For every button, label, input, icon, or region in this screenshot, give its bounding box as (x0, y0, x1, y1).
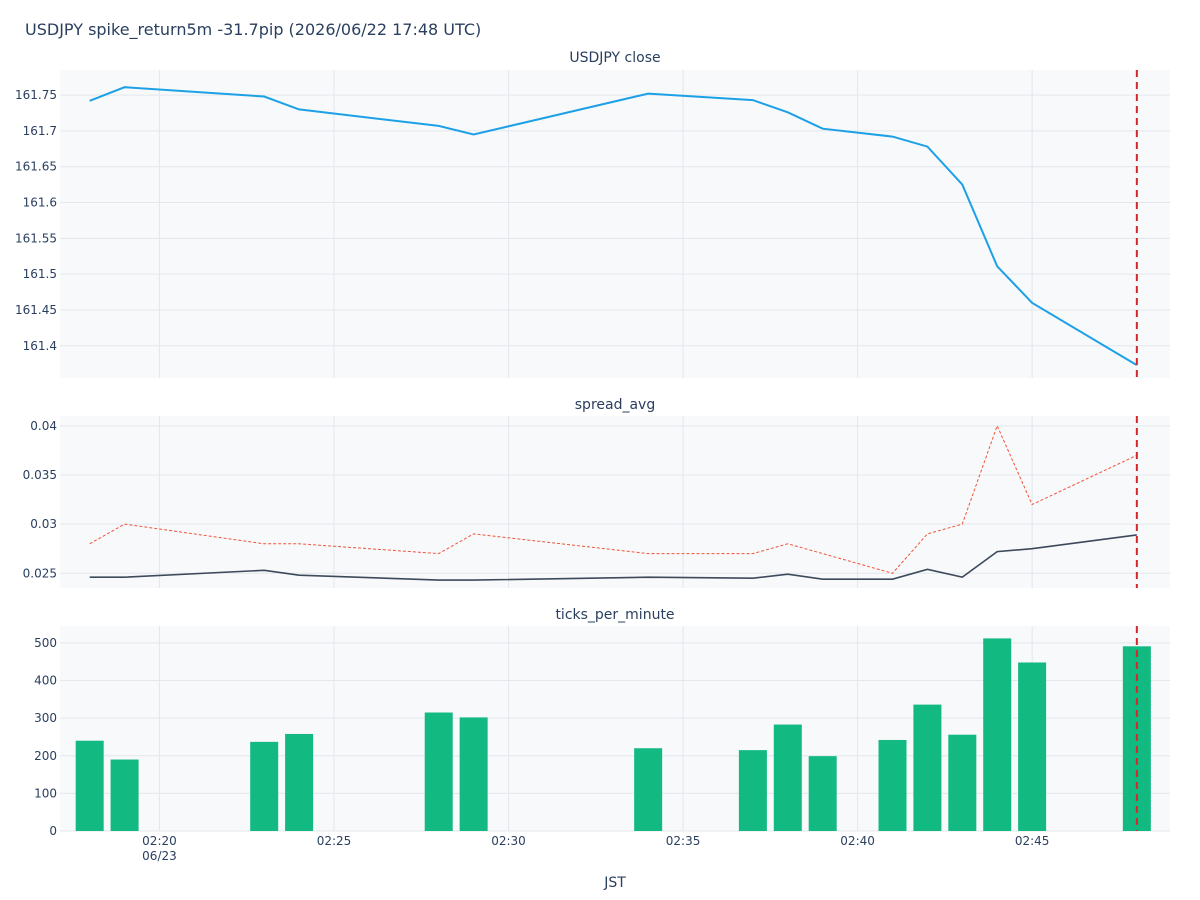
y-tick-label: 161.5 (23, 267, 57, 281)
x-tick-date-label: 06/23 (142, 849, 177, 863)
y-tick-label: 161.65 (15, 160, 57, 174)
x-tick-label: 02:35 (666, 834, 701, 848)
plot-background (60, 70, 1170, 378)
y-tick-label: 161.6 (23, 196, 57, 210)
series-line-2 (89, 534, 1137, 581)
panel-title: spread_avg (575, 397, 655, 413)
bar-ticks-0234 (634, 748, 663, 831)
y-tick-label: 200 (34, 749, 57, 763)
y-tick-label: 500 (34, 636, 57, 650)
y-tick-label: 0 (49, 824, 57, 838)
y-tick-label: 161.45 (15, 303, 57, 317)
bar-ticks-0245 (1018, 662, 1047, 831)
bar-ticks-0241 (878, 739, 907, 831)
y-tick-label: 161.7 (23, 124, 57, 138)
y-tick-label: 100 (34, 786, 57, 800)
bar-ticks-0243 (948, 734, 977, 831)
series-line-1 (89, 424, 1138, 574)
y-tick-label: 0.035 (23, 468, 57, 482)
y-tick-label: 300 (34, 711, 57, 725)
panel-3: 0 100 200 300 400 500 ticks_per_minute (34, 607, 1170, 838)
x-tick-label: 02:20 (142, 834, 177, 848)
y-tick-label: 161.75 (15, 88, 57, 102)
series-line-1 (89, 86, 1138, 366)
y-tick-label: 0.025 (23, 566, 57, 580)
y-tick-label: 400 (34, 674, 57, 688)
bar-ticks-0223 (250, 741, 279, 831)
bar-ticks-0229 (459, 717, 488, 831)
x-tick-label: 02:40 (840, 834, 875, 848)
x-axis-title: JST (603, 875, 626, 891)
bar-ticks-0244 (983, 638, 1012, 831)
bar-ticks-0219 (110, 759, 139, 831)
plot-background (60, 416, 1170, 588)
x-tick-label: 02:30 (491, 834, 526, 848)
figure-title: USDJPY spike_return5m -31.7pip (2026/06/… (25, 20, 481, 40)
panel-1: 161.4 161.45 161.5 161.55 161.6 161.65 161.7 16… (15, 50, 1170, 378)
y-tick-label: 0.04 (30, 419, 57, 433)
x-tick-label: 02:45 (1015, 834, 1050, 848)
bar-ticks-0224 (285, 733, 314, 831)
panel-2: 0.025 0.03 0.035 0.04 spread_avg (23, 397, 1170, 588)
y-tick-label: 161.55 (15, 231, 57, 245)
bar-ticks-0242 (913, 704, 942, 831)
bar-ticks-0218 (75, 740, 104, 831)
panel-title: USDJPY close (569, 50, 660, 66)
y-tick-label: 161.4 (23, 339, 57, 353)
y-tick-label: 0.03 (30, 517, 57, 531)
bar-ticks-0237 (738, 750, 767, 831)
panel-title: ticks_per_minute (555, 607, 674, 623)
x-tick-label: 02:25 (317, 834, 352, 848)
bar-ticks-0239 (808, 756, 837, 831)
bar-ticks-0228 (424, 712, 453, 831)
bar-ticks-0238 (773, 724, 802, 831)
